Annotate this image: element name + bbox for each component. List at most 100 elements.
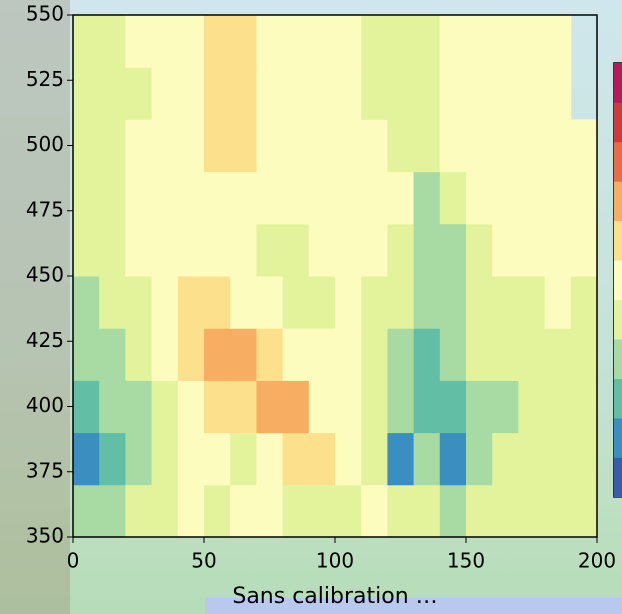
heatmap-cell — [335, 380, 362, 434]
heatmap-cell — [73, 276, 100, 329]
heatmap-cell — [439, 67, 467, 120]
heatmap-cell — [387, 15, 415, 68]
heatmap-cell — [466, 171, 493, 225]
y-tick-label: 400 — [26, 393, 64, 417]
heatmap-cell — [439, 15, 467, 68]
y-tick-label: 375 — [26, 458, 64, 482]
heatmap-cell — [439, 119, 467, 173]
heatmap-cell — [466, 223, 493, 277]
heatmap-cell — [99, 67, 126, 120]
heatmap-cell — [492, 223, 519, 277]
heatmap-cell — [570, 380, 598, 434]
heatmap-cell — [282, 67, 310, 120]
heatmap-cell — [204, 432, 231, 486]
y-tick-label: 525 — [26, 67, 64, 91]
heatmap-cell — [151, 380, 179, 434]
heatmap-cell — [518, 328, 546, 381]
heatmap-cell — [256, 223, 284, 277]
heatmap-cell — [466, 484, 493, 538]
heatmap-cell — [230, 432, 257, 486]
heatmap-cell — [361, 15, 388, 68]
colorbar-segment — [614, 141, 622, 182]
heatmap-cell — [308, 328, 336, 381]
x-tick-label: 200 — [578, 549, 616, 573]
heatmap-cell — [387, 171, 415, 225]
heatmap-cell — [151, 67, 179, 120]
heatmap-cell — [256, 15, 284, 68]
heatmap-cell — [177, 171, 205, 225]
heatmap-cell — [177, 432, 205, 486]
heatmap-cell — [282, 171, 310, 225]
heatmap-cell — [177, 67, 205, 120]
heatmap-cell — [518, 484, 546, 538]
y-tick-label: 550 — [26, 2, 64, 26]
heatmap-cell — [492, 380, 519, 434]
heatmap-cell — [256, 380, 284, 434]
heatmap-cell — [204, 15, 231, 68]
heatmap-cell — [99, 328, 126, 381]
heatmap-cell — [518, 380, 546, 434]
y-tick-label: 425 — [26, 328, 64, 352]
heatmap-cell — [413, 380, 441, 434]
heatmap-cell — [361, 484, 388, 538]
heatmap-cell — [361, 223, 388, 277]
heatmap-cell — [99, 380, 126, 434]
heatmap-cell — [125, 432, 153, 486]
x-tick-label: 0 — [67, 549, 80, 573]
heatmap-cell — [99, 15, 126, 68]
heatmap-cell — [335, 223, 362, 277]
heatmap-cell — [256, 119, 284, 173]
heatmap-cell — [466, 15, 493, 68]
heatmap-cell — [73, 380, 100, 434]
heatmap-cell — [125, 484, 153, 538]
heatmap-cell — [73, 328, 100, 381]
heatmap-cell — [125, 119, 153, 173]
heatmap-cell — [492, 119, 519, 173]
x-tick-label: 100 — [316, 549, 354, 573]
heatmap-cell — [570, 223, 598, 277]
heatmap-cell — [99, 171, 126, 225]
heatmap-cell — [570, 276, 598, 329]
heatmap-cell — [466, 276, 493, 329]
heatmap-cell — [125, 380, 153, 434]
heatmap-cell — [387, 380, 415, 434]
colorbar-segment — [614, 220, 622, 261]
heatmap-cell — [518, 223, 546, 277]
heatmap-cell — [570, 171, 598, 225]
heatmap-cell — [204, 119, 231, 173]
heatmap-cell — [73, 484, 100, 538]
heatmap-cell — [335, 484, 362, 538]
heatmap-cell — [230, 380, 257, 434]
heatmap-cell — [204, 171, 231, 225]
heatmap-cell — [73, 67, 100, 120]
heatmap-cell — [413, 15, 441, 68]
heatmap-cell — [73, 119, 100, 173]
heatmap-cell — [230, 484, 257, 538]
heatmap-cell — [518, 15, 546, 68]
heatmap-cell — [413, 171, 441, 225]
heatmap-cell — [99, 484, 126, 538]
heatmap-cell — [492, 67, 519, 120]
heatmap-cell — [282, 328, 310, 381]
heatmap-cell — [335, 15, 362, 68]
heatmap-cell — [308, 171, 336, 225]
heatmap-cell — [177, 328, 205, 381]
heatmap-cell — [230, 119, 257, 173]
heatmap-cell — [308, 223, 336, 277]
heatmap-cell — [308, 432, 336, 486]
y-tick-label: 500 — [26, 132, 64, 156]
heatmap-cell — [308, 276, 336, 329]
heatmap-cell — [413, 484, 441, 538]
heatmap-cell — [335, 276, 362, 329]
heatmap-cell — [544, 276, 572, 329]
heatmap-cell — [439, 380, 467, 434]
colorbar-segment — [614, 339, 622, 379]
x-axis-label: Sans calibration … — [232, 584, 437, 609]
heatmap-cell — [230, 276, 257, 329]
heatmap-cell — [413, 223, 441, 277]
heatmap-cell — [361, 171, 388, 225]
heatmap-cell — [151, 484, 179, 538]
heatmap-cell — [413, 432, 441, 486]
y-tick-label: 350 — [26, 524, 64, 548]
x-tick-label: 50 — [191, 549, 216, 573]
